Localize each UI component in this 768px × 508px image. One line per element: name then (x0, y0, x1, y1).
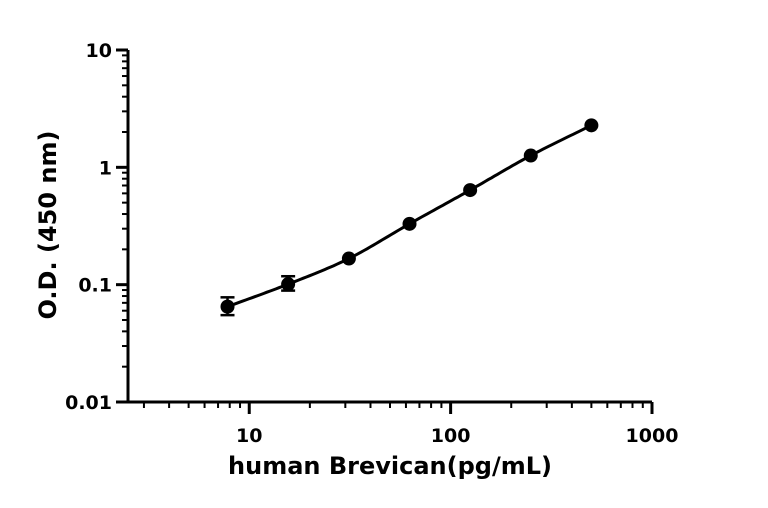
data-point (281, 277, 296, 292)
data-points (220, 118, 599, 317)
data-point (220, 299, 235, 314)
data-point (584, 118, 599, 133)
y-tick-label: 10 (86, 40, 112, 62)
y-tick-label: 0.1 (78, 275, 112, 297)
x-axis-ticks: 10 100 1000 (142, 402, 679, 447)
y-tick-label: 0.01 (65, 392, 112, 414)
x-axis-title: human Brevican(pg/mL) (228, 452, 552, 480)
y-tick-label: 1 (99, 157, 112, 179)
axes (126, 50, 652, 404)
x-tick-label: 1000 (626, 425, 679, 447)
y-axis-title: O.D. (450 nm) (34, 131, 62, 320)
data-point (402, 216, 417, 231)
data-point (341, 251, 356, 266)
x-tick-label: 100 (431, 425, 471, 447)
y-axis-ticks: 0.01 0.1 1 10 (65, 40, 128, 414)
x-tick-label: 10 (236, 425, 262, 447)
data-point (523, 148, 538, 163)
data-point (463, 183, 478, 198)
